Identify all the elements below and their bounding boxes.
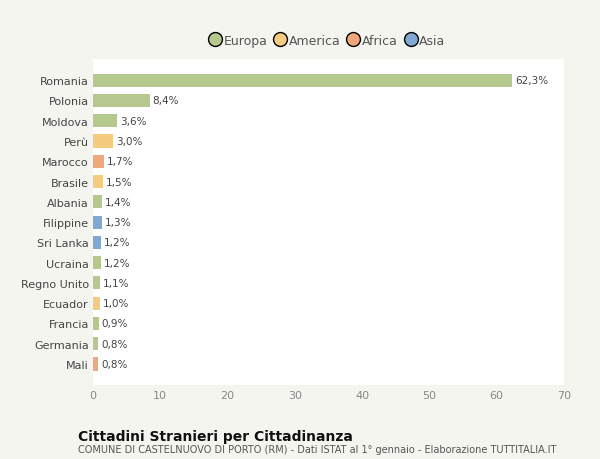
- Text: 1,2%: 1,2%: [104, 258, 130, 268]
- Text: COMUNE DI CASTELNUOVO DI PORTO (RM) - Dati ISTAT al 1° gennaio - Elaborazione TU: COMUNE DI CASTELNUOVO DI PORTO (RM) - Da…: [78, 444, 556, 454]
- Text: 0,9%: 0,9%: [102, 319, 128, 329]
- Text: 1,3%: 1,3%: [104, 218, 131, 228]
- Bar: [93, 74, 512, 88]
- Text: 1,7%: 1,7%: [107, 157, 134, 167]
- Text: 0,8%: 0,8%: [101, 359, 127, 369]
- Bar: [93, 257, 101, 269]
- Bar: [93, 216, 102, 229]
- Text: 3,6%: 3,6%: [120, 117, 146, 127]
- Bar: [93, 115, 117, 128]
- Text: 1,4%: 1,4%: [105, 197, 131, 207]
- Legend: Europa, America, Africa, Asia: Europa, America, Africa, Asia: [207, 30, 450, 53]
- Text: 1,5%: 1,5%: [106, 177, 132, 187]
- Bar: [93, 358, 98, 371]
- Text: 1,0%: 1,0%: [103, 298, 129, 308]
- Text: 3,0%: 3,0%: [116, 137, 142, 147]
- Text: 1,1%: 1,1%: [103, 278, 130, 288]
- Text: 8,4%: 8,4%: [152, 96, 179, 106]
- Bar: [93, 196, 103, 209]
- Bar: [93, 277, 100, 290]
- Text: Cittadini Stranieri per Cittadinanza: Cittadini Stranieri per Cittadinanza: [78, 429, 353, 443]
- Bar: [93, 176, 103, 189]
- Bar: [93, 236, 101, 249]
- Text: 62,3%: 62,3%: [515, 76, 548, 86]
- Text: 0,8%: 0,8%: [101, 339, 127, 349]
- Bar: [93, 337, 98, 351]
- Text: 1,2%: 1,2%: [104, 238, 130, 248]
- Bar: [93, 297, 100, 310]
- Bar: [93, 317, 99, 330]
- Bar: [93, 156, 104, 168]
- Bar: [93, 135, 113, 148]
- Bar: [93, 95, 149, 108]
